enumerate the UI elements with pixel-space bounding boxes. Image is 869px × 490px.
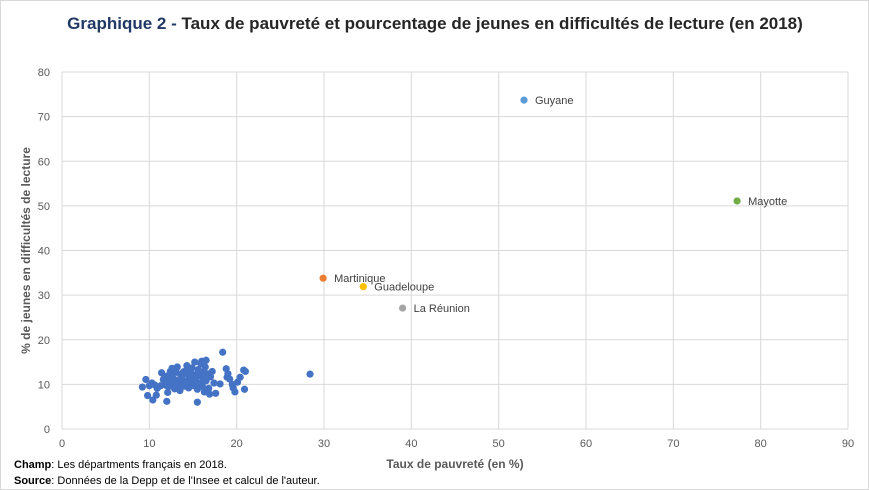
data-point	[176, 387, 184, 395]
y-axis-title: % de jeunes en difficultés de lecture	[19, 147, 33, 354]
champ-label: Champ	[14, 459, 52, 471]
x-tick-label: 80	[755, 438, 767, 450]
y-tick-label: 0	[44, 424, 50, 436]
data-point	[188, 364, 196, 372]
y-tick-label: 40	[38, 246, 50, 258]
data-point	[179, 368, 187, 376]
x-axis-title: Taux de pauvreté (en %)	[386, 457, 523, 471]
y-tick-label: 70	[38, 112, 50, 124]
y-tick-label: 10	[38, 379, 50, 391]
data-point	[241, 367, 249, 376]
x-tick-label: 70	[667, 438, 679, 450]
data-label: Guyane	[535, 95, 574, 107]
y-tick-label: 80	[38, 67, 50, 79]
data-point	[319, 274, 327, 282]
chart-title-lead: Graphique 2 -	[67, 14, 177, 33]
x-tick-label: 40	[405, 438, 417, 450]
data-label: Guadeloupe	[374, 282, 434, 294]
x-tick-label: 90	[842, 438, 854, 450]
source-label: Source	[14, 475, 52, 487]
data-point	[190, 371, 198, 380]
x-tick-label: 0	[59, 438, 65, 450]
data-point	[157, 369, 166, 377]
data-point	[228, 380, 236, 388]
data-label: Martinique	[334, 273, 385, 285]
y-tick-label: 30	[38, 290, 50, 302]
data-point	[223, 373, 231, 381]
champ-note: Champ: Les départments français en 2018.	[14, 457, 320, 473]
x-tick-label: 20	[231, 438, 243, 450]
data-point	[171, 366, 180, 374]
data-label: Mayotte	[748, 196, 787, 208]
chart-title: Graphique 2 - Taux de pauvreté et pource…	[60, 12, 810, 36]
y-tick-label: 50	[38, 201, 50, 213]
data-point	[399, 304, 407, 312]
y-tick-label: 20	[38, 335, 50, 347]
y-tick-label: 60	[38, 156, 50, 168]
data-point	[157, 382, 165, 390]
data-point	[520, 96, 528, 104]
x-tick-label: 30	[318, 438, 330, 450]
chart-title-text: Taux de pauvreté et pourcentage de jeune…	[181, 14, 803, 33]
data-point	[193, 398, 201, 406]
data-point	[236, 373, 244, 381]
data-label: La Réunion	[414, 303, 470, 315]
x-tick-label: 10	[143, 438, 155, 450]
source-text: : Données de la Depp et de l'Insee et ca…	[51, 475, 320, 487]
data-point	[138, 383, 146, 391]
data-point	[240, 385, 249, 393]
data-point	[733, 197, 741, 205]
data-point	[208, 367, 216, 376]
data-point	[216, 380, 224, 388]
data-point	[359, 283, 367, 291]
source-note: Source: Données de la Depp et de l'Insee…	[14, 473, 320, 489]
data-point	[152, 391, 160, 399]
data-point	[205, 390, 214, 398]
data-point	[185, 380, 194, 388]
data-point	[198, 357, 206, 365]
data-point	[205, 384, 213, 392]
data-point	[191, 358, 199, 366]
data-point	[164, 388, 172, 397]
data-point	[219, 348, 227, 356]
chart-notes: Champ: Les départments français en 2018.…	[14, 457, 320, 489]
data-point	[231, 388, 239, 396]
data-point	[163, 397, 171, 405]
data-point	[164, 383, 173, 391]
champ-text: : Les départments français en 2018.	[51, 459, 227, 471]
x-tick-label: 50	[493, 438, 505, 450]
data-point	[167, 372, 175, 380]
data-point	[210, 379, 218, 387]
data-point	[306, 370, 314, 378]
x-tick-label: 60	[580, 438, 592, 450]
data-point	[143, 391, 152, 400]
data-point	[201, 363, 209, 371]
data-point	[212, 389, 220, 397]
data-point	[142, 375, 150, 384]
